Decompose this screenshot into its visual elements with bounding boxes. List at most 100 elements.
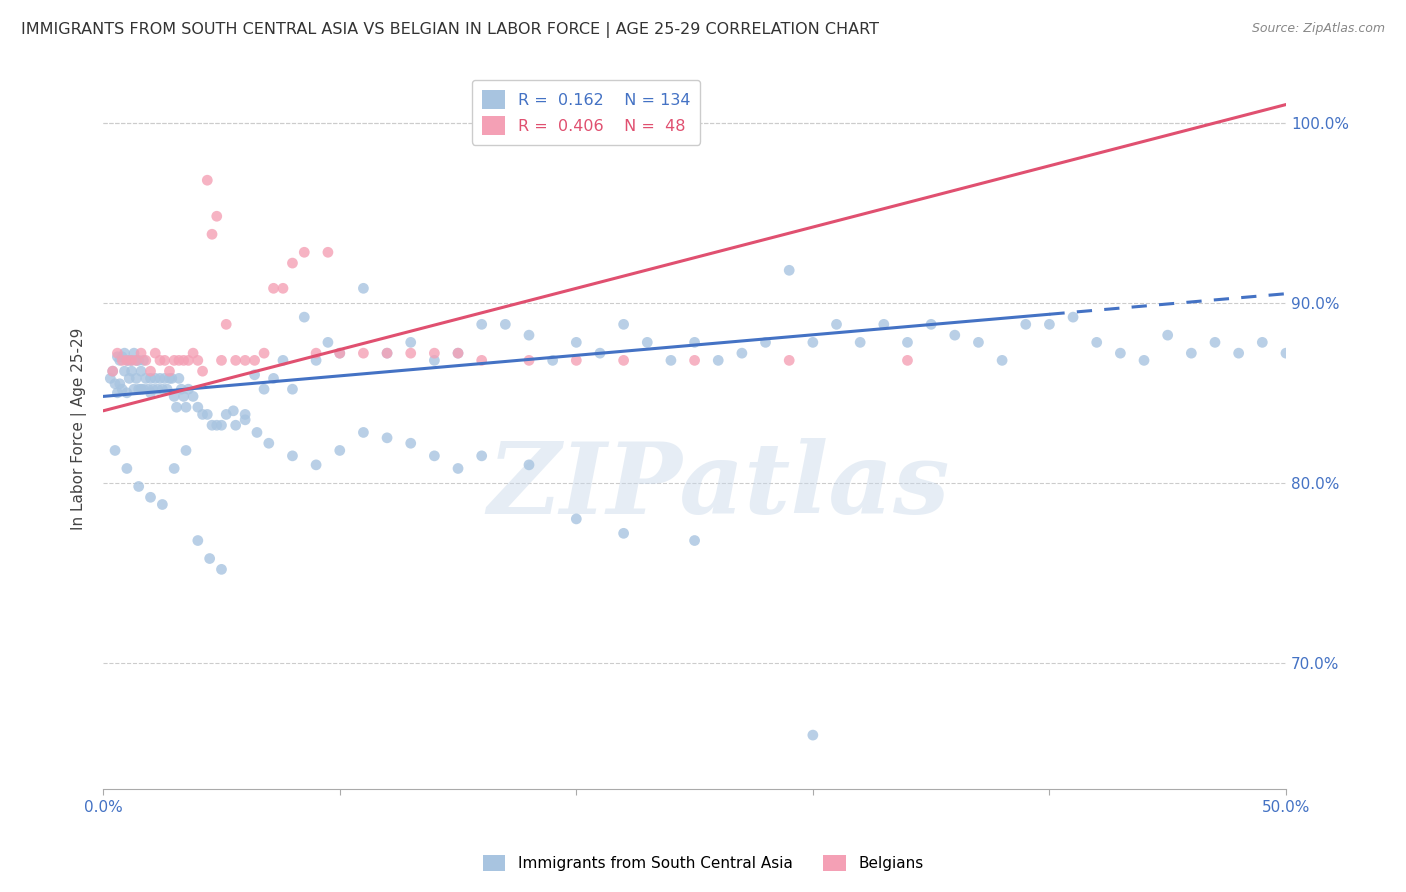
Point bbox=[139, 371, 162, 385]
Point bbox=[565, 353, 588, 368]
Point bbox=[108, 376, 131, 391]
Point bbox=[115, 385, 138, 400]
Point bbox=[101, 364, 124, 378]
Point bbox=[181, 346, 204, 360]
Point bbox=[613, 353, 636, 368]
Point bbox=[191, 364, 214, 378]
Point bbox=[683, 335, 706, 350]
Point bbox=[125, 371, 148, 385]
Point bbox=[352, 346, 374, 360]
Point bbox=[225, 353, 247, 368]
Legend: Immigrants from South Central Asia, Belgians: Immigrants from South Central Asia, Belg… bbox=[477, 849, 929, 877]
Point bbox=[195, 408, 218, 422]
Point bbox=[292, 245, 315, 260]
Point bbox=[316, 245, 339, 260]
Point bbox=[801, 728, 824, 742]
Point bbox=[211, 353, 233, 368]
Point bbox=[163, 353, 186, 368]
Point bbox=[447, 346, 470, 360]
Point bbox=[375, 346, 398, 360]
Point bbox=[233, 413, 256, 427]
Point bbox=[1085, 335, 1108, 350]
Point bbox=[613, 526, 636, 541]
Point bbox=[205, 209, 228, 223]
Point bbox=[159, 371, 181, 385]
Point bbox=[375, 346, 398, 360]
Point bbox=[1038, 318, 1060, 332]
Point bbox=[98, 371, 121, 385]
Point bbox=[135, 371, 157, 385]
Point bbox=[943, 328, 966, 343]
Point bbox=[423, 353, 446, 368]
Point bbox=[173, 353, 195, 368]
Point bbox=[329, 443, 352, 458]
Point bbox=[222, 404, 245, 418]
Point bbox=[128, 479, 150, 493]
Point bbox=[1109, 346, 1132, 360]
Point bbox=[447, 461, 470, 475]
Point bbox=[149, 371, 172, 385]
Point bbox=[107, 346, 129, 360]
Point bbox=[707, 353, 730, 368]
Point bbox=[920, 318, 942, 332]
Point bbox=[115, 353, 138, 368]
Point bbox=[329, 346, 352, 360]
Point bbox=[613, 318, 636, 332]
Point bbox=[132, 382, 155, 396]
Point bbox=[136, 382, 159, 396]
Text: Source: ZipAtlas.com: Source: ZipAtlas.com bbox=[1251, 22, 1385, 36]
Point bbox=[107, 385, 129, 400]
Point bbox=[636, 335, 658, 350]
Point bbox=[659, 353, 682, 368]
Point bbox=[122, 346, 145, 360]
Point bbox=[399, 346, 422, 360]
Point bbox=[263, 371, 285, 385]
Point bbox=[243, 353, 266, 368]
Point bbox=[1275, 346, 1298, 360]
Point bbox=[156, 382, 179, 396]
Point bbox=[1251, 335, 1274, 350]
Point bbox=[118, 371, 141, 385]
Point bbox=[104, 376, 127, 391]
Point bbox=[149, 353, 172, 368]
Point bbox=[174, 443, 197, 458]
Point bbox=[873, 318, 896, 332]
Point bbox=[118, 353, 141, 368]
Point bbox=[801, 335, 824, 350]
Point bbox=[517, 458, 540, 472]
Point bbox=[177, 353, 200, 368]
Point bbox=[139, 385, 162, 400]
Point bbox=[167, 371, 190, 385]
Point bbox=[233, 353, 256, 368]
Point bbox=[447, 346, 470, 360]
Point bbox=[153, 371, 176, 385]
Point bbox=[167, 353, 190, 368]
Point bbox=[281, 449, 304, 463]
Point bbox=[754, 335, 776, 350]
Point bbox=[246, 425, 269, 440]
Legend: R =  0.162    N = 134, R =  0.406    N =  48: R = 0.162 N = 134, R = 0.406 N = 48 bbox=[472, 80, 700, 145]
Point bbox=[211, 418, 233, 433]
Point bbox=[121, 353, 143, 368]
Point bbox=[101, 364, 124, 378]
Point bbox=[107, 350, 129, 364]
Point bbox=[153, 353, 176, 368]
Point bbox=[517, 328, 540, 343]
Point bbox=[173, 389, 195, 403]
Point bbox=[991, 353, 1014, 368]
Point bbox=[181, 389, 204, 403]
Point bbox=[305, 458, 328, 472]
Point bbox=[683, 353, 706, 368]
Point bbox=[115, 461, 138, 475]
Point bbox=[352, 425, 374, 440]
Point bbox=[150, 498, 173, 512]
Point bbox=[139, 364, 162, 378]
Point bbox=[128, 382, 150, 396]
Point bbox=[253, 382, 276, 396]
Point bbox=[1157, 328, 1180, 343]
Point bbox=[352, 281, 374, 295]
Point bbox=[215, 408, 238, 422]
Point bbox=[114, 364, 136, 378]
Point bbox=[174, 401, 197, 415]
Point bbox=[187, 401, 209, 415]
